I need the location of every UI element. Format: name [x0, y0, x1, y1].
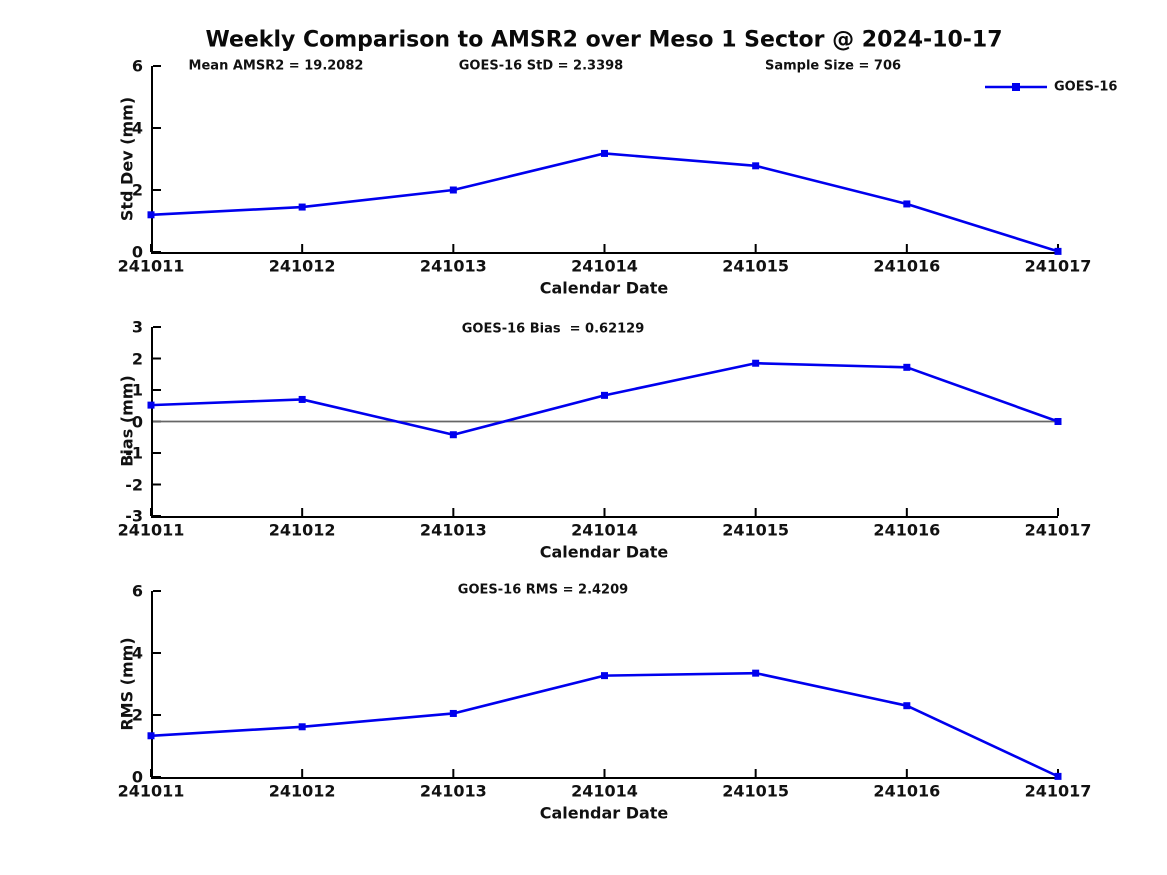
x-tick-label: 241013 — [419, 256, 487, 276]
y-tick-label: 0 — [131, 242, 143, 262]
annotation-mean-amsr2: Mean AMSR2 = 19.2082 — [188, 58, 364, 74]
x-tick-label: 241012 — [268, 781, 336, 801]
x-tick-label: 241012 — [268, 256, 336, 276]
figure-title: Weekly Comparison to AMSR2 over Meso 1 S… — [205, 27, 1003, 53]
xlabel-calendar-date-1: Calendar Date — [539, 278, 669, 298]
x-tick-label: 241015 — [722, 256, 790, 276]
data-point — [1054, 247, 1062, 255]
data-point — [903, 200, 911, 208]
x-tick-label: 241015 — [722, 781, 790, 801]
y-tick-label: -1 — [125, 443, 143, 463]
x-tick-label: 241017 — [1024, 256, 1092, 276]
data-point — [147, 401, 155, 409]
data-point — [752, 669, 760, 677]
data-point — [752, 162, 760, 170]
legend-line-sample — [985, 83, 1047, 91]
data-point — [298, 723, 306, 731]
y-tick-label: 6 — [131, 581, 143, 601]
x-tick-label: 241011 — [117, 520, 185, 540]
x-tick-label: 241016 — [873, 256, 941, 276]
data-point — [601, 672, 608, 680]
y-tick-label: 2 — [131, 349, 143, 368]
subplot-bias — [147, 326, 1062, 518]
annotation-goes16-rms: GOES-16 RMS = 2.4209 — [457, 582, 629, 598]
subplot-rms — [147, 590, 1062, 780]
annotation-sample-size: Sample Size = 706 — [764, 58, 902, 74]
xlabel-calendar-date-3: Calendar Date — [539, 803, 669, 823]
data-point — [147, 211, 155, 219]
data-point — [903, 363, 911, 371]
x-tick-label: 241014 — [571, 781, 638, 801]
data-point — [147, 732, 155, 740]
x-tick-label: 241014 — [571, 520, 638, 540]
subplot-std-dev — [147, 65, 1062, 255]
y-tick-label: 2 — [131, 180, 143, 200]
y-tick-label: -3 — [125, 506, 143, 526]
x-tick-label: 241016 — [873, 781, 941, 801]
ylabel-std-dev: Std Dev (mm) — [117, 96, 137, 222]
y-tick-label: 0 — [131, 412, 143, 431]
x-tick-label: 241014 — [571, 256, 638, 276]
data-point — [1054, 418, 1062, 425]
x-tick-label: 241013 — [419, 781, 487, 801]
xlabel-calendar-date-2: Calendar Date — [539, 542, 669, 562]
y-tick-label: 4 — [131, 118, 143, 138]
y-tick-label: 3 — [131, 317, 143, 337]
y-tick-label: 0 — [131, 767, 143, 787]
annotation-goes16-bias: GOES-16 Bias = 0.62129 — [461, 321, 645, 337]
data-point — [298, 203, 306, 211]
data-point — [601, 391, 608, 399]
x-tick-label: 241015 — [722, 520, 790, 540]
y-tick-label: 1 — [131, 380, 143, 400]
data-point — [752, 359, 760, 367]
legend-marker — [1012, 83, 1020, 91]
y-tick-label: 2 — [131, 705, 143, 725]
data-point — [601, 149, 608, 157]
data-point — [298, 395, 306, 403]
x-tick-label: 241012 — [268, 520, 336, 540]
x-tick-label: 241016 — [873, 520, 941, 540]
data-point — [449, 431, 457, 439]
legend-label-goes16: GOES-16 — [1054, 79, 1118, 95]
y-tick-label: 6 — [131, 56, 143, 76]
y-tick-label: -2 — [125, 475, 143, 494]
data-point — [449, 186, 457, 194]
data-point — [1054, 772, 1062, 780]
data-point — [449, 709, 457, 717]
annotation-goes16-std: GOES-16 StD = 2.3398 — [458, 58, 624, 74]
data-point — [903, 702, 911, 710]
x-tick-label: 241011 — [117, 256, 185, 276]
x-tick-label: 241017 — [1024, 520, 1092, 540]
y-tick-label: 4 — [131, 643, 143, 663]
x-tick-label: 241013 — [419, 520, 487, 540]
x-tick-label: 241011 — [117, 781, 185, 801]
x-tick-label: 241017 — [1024, 781, 1092, 801]
